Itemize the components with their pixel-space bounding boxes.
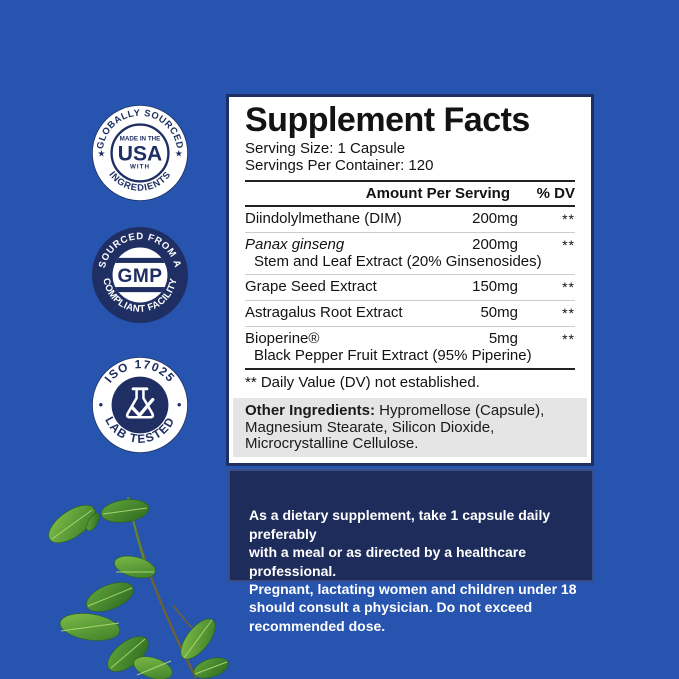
star-icon: ★ (97, 148, 105, 158)
ingredient-subtext: Black Pepper Fruit Extract (95% Piperine… (254, 347, 532, 364)
ingredient-amount: 200mg (472, 210, 518, 227)
made-in-usa-badge-icon: GLOBALLY SOURCED INGREDIENTS ★ ★ MADE IN… (91, 104, 189, 202)
ingredient-dv: ** (562, 279, 575, 295)
ingredient-dv: ** (562, 237, 575, 253)
ingredient-row: Panax ginseng 200mg ** Stem and Leaf Ext… (245, 232, 575, 274)
star-icon: ★ (175, 148, 183, 158)
serving-size: Serving Size: 1 Capsule (245, 140, 406, 157)
servings-per-container: Servings Per Container: 120 (245, 156, 434, 174)
lab-flask-icon (125, 387, 155, 419)
badge-with-text: WITH (130, 164, 150, 171)
dot-icon: • (177, 397, 181, 412)
ingredient-name: Bioperine® (245, 330, 320, 347)
made-in-usa-badge: GLOBALLY SOURCED INGREDIENTS ★ ★ MADE IN… (91, 104, 189, 202)
ingredient-amount: 5mg (488, 330, 518, 347)
supplement-facts-panel: Supplement Facts Serving Size: 1 Capsule… (226, 94, 594, 466)
gmp-stripes (112, 257, 168, 293)
ingredient-name: Panax ginseng (245, 236, 345, 253)
badge-usa-text: USA (118, 142, 162, 165)
dot-icon: • (99, 397, 103, 412)
column-header-amount: Amount Per Serving (365, 185, 510, 202)
ingredient-row: Grape Seed Extract 150mg ** (245, 274, 575, 300)
daily-value-footnote: ** Daily Value (DV) not established. (245, 374, 480, 391)
ingredient-amount: 200mg (472, 236, 518, 253)
iso-lab-tested-badge: ISO 17025 LAB TESTED • • (91, 356, 189, 454)
ingredient-dv: ** (562, 211, 575, 227)
leaf-branch-image (25, 487, 230, 679)
ingredient-dv: ** (562, 305, 575, 321)
ingredient-name: Astragalus Root Extract (245, 304, 403, 321)
ingredient-name: Grape Seed Extract (245, 278, 377, 295)
divider (245, 180, 575, 182)
leaf-branch-illustration (48, 496, 229, 679)
divider (245, 368, 575, 370)
other-ingredients-section: Other Ingredients: Hypromellose (Capsule… (233, 398, 587, 457)
column-header-dv: % DV (536, 185, 575, 202)
other-ingredients-label: Other Ingredients: (245, 402, 376, 419)
divider (245, 205, 575, 207)
iso-lab-tested-badge-icon: ISO 17025 LAB TESTED • • (91, 356, 189, 454)
ingredient-table: Diindolylmethane (DIM) 200mg ** Panax gi… (245, 207, 575, 368)
gmp-badge-icon: SOURCED FROM A COMPLIANT FACILITY GMP (91, 226, 189, 324)
directions-text: As a dietary supplement, take 1 capsule … (249, 507, 577, 634)
ingredient-amount: 150mg (472, 278, 518, 295)
ingredient-name: Diindolylmethane (DIM) (245, 210, 402, 227)
ingredient-dv: ** (562, 331, 575, 347)
badge-gmp-text: GMP (118, 266, 163, 287)
ingredient-row: Bioperine® 5mg ** Black Pepper Fruit Ext… (245, 326, 575, 368)
gmp-badge: SOURCED FROM A COMPLIANT FACILITY GMP (91, 226, 189, 324)
ingredient-subtext: Stem and Leaf Extract (20% Ginsenosides) (254, 253, 542, 270)
ingredient-row: Astragalus Root Extract 50mg ** (245, 300, 575, 326)
panel-title: Supplement Facts (245, 101, 530, 139)
ingredient-row: Diindolylmethane (DIM) 200mg ** (245, 207, 575, 232)
directions-box: As a dietary supplement, take 1 capsule … (228, 469, 594, 634)
badge-made-in-the-text: MADE IN THE (120, 135, 161, 142)
ingredient-amount: 50mg (480, 304, 518, 321)
other-ingredients-text: Hypromellose (Capsule), Magnesium Steara… (245, 402, 545, 452)
